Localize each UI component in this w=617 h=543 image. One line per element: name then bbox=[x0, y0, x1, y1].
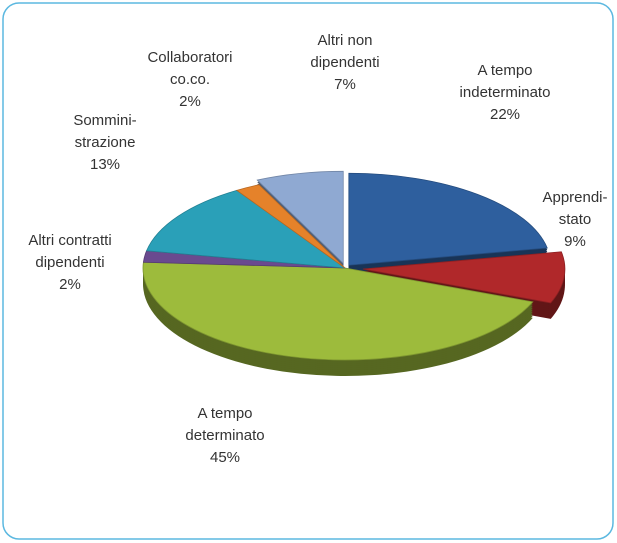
data-label: A tempo indeterminato bbox=[460, 62, 551, 101]
slice bbox=[256, 170, 344, 265]
value-label: 45% bbox=[210, 449, 240, 466]
data-label: A tempo determinato bbox=[185, 405, 264, 444]
slice bbox=[348, 172, 548, 266]
value-label: 7% bbox=[334, 76, 356, 93]
data-label: Apprendi-stato bbox=[542, 189, 607, 228]
data-label: Collaboratori co.co. bbox=[147, 49, 232, 88]
value-label: 2% bbox=[59, 276, 81, 293]
data-label: Sommini-strazione bbox=[73, 112, 136, 151]
value-label: 2% bbox=[179, 93, 201, 110]
slice bbox=[145, 189, 347, 269]
slice bbox=[235, 184, 346, 269]
value-label: 13% bbox=[90, 156, 120, 173]
slice bbox=[362, 251, 566, 304]
value-label: 22% bbox=[490, 106, 520, 123]
value-label: 9% bbox=[564, 233, 586, 250]
data-label: Altri contratti dipendenti bbox=[28, 232, 111, 271]
data-label: Altri non dipendenti bbox=[310, 32, 379, 71]
slice bbox=[142, 261, 534, 361]
